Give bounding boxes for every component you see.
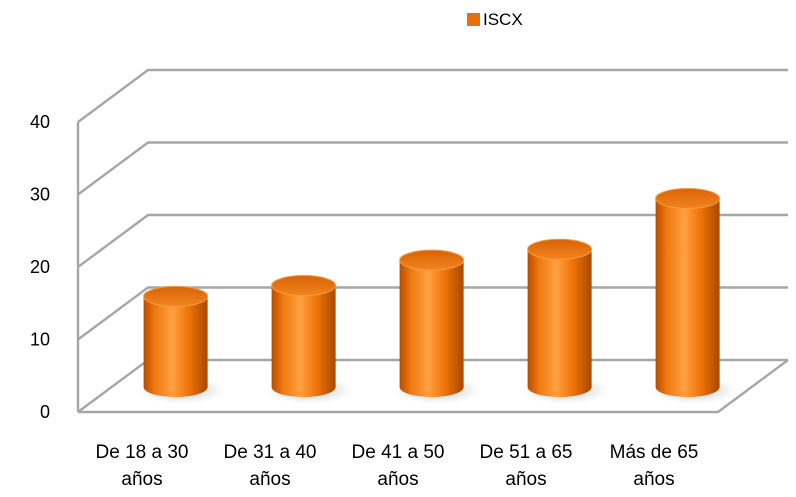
- bar: [393, 249, 482, 405]
- bar: [649, 188, 738, 405]
- legend-label: ISCX: [483, 10, 523, 29]
- y-tick-label: 30: [30, 185, 50, 205]
- x-tick-label-line: años: [121, 469, 162, 490]
- bar-body: [143, 296, 208, 398]
- x-tick-label-line: De 31 a 40: [224, 442, 317, 463]
- legend-swatch: [467, 13, 480, 26]
- x-tick-label-line: De 51 a 65: [480, 442, 573, 463]
- y-tick-label: 10: [30, 330, 50, 350]
- bar-top: [527, 238, 593, 260]
- x-axis-labels: De 18 a 30 años De 31 a 40 años De 41 a 50 añ…: [96, 442, 699, 490]
- floor-plane: [78, 359, 789, 414]
- bar-body: [399, 260, 464, 398]
- axes: [76, 122, 789, 414]
- y-tick-label: 20: [30, 257, 50, 277]
- bar-body: [271, 285, 336, 398]
- x-tick-label: De 31 a 40 años: [224, 442, 317, 490]
- y-axis-ticks: 0 10 20 30 40: [30, 112, 50, 422]
- bar-top: [271, 275, 337, 297]
- y-tick-label: 0: [40, 402, 50, 422]
- x-tick-label: De 41 a 50 años: [352, 442, 445, 490]
- x-tick-label-line: años: [633, 469, 674, 490]
- x-tick-label-line: años: [505, 469, 546, 490]
- bar: [521, 238, 610, 405]
- x-tick-label-line: años: [249, 469, 290, 490]
- gridline: [77, 141, 788, 196]
- bar-top: [655, 188, 721, 210]
- bars: [137, 188, 738, 405]
- x-tick-label: De 18 a 30 años: [96, 442, 189, 490]
- gridline: [77, 68, 788, 123]
- bar: [137, 285, 226, 405]
- bar-top: [143, 285, 209, 307]
- x-tick-label-line: Más de 65: [610, 442, 699, 463]
- x-tick-label-line: años: [377, 469, 418, 490]
- bar-top: [399, 249, 465, 271]
- y-tick-label: 40: [30, 112, 50, 132]
- bar: [265, 275, 354, 405]
- x-tick-label-line: De 41 a 50: [352, 442, 445, 463]
- bar-body: [655, 198, 720, 398]
- gridline: [77, 213, 788, 268]
- x-tick-label: De 51 a 65 años: [480, 442, 573, 490]
- x-tick-label-line: De 18 a 30: [96, 442, 189, 463]
- bar-body: [527, 249, 592, 398]
- x-tick-label: Más de 65 años: [610, 442, 699, 490]
- legend: ISCX: [467, 10, 523, 29]
